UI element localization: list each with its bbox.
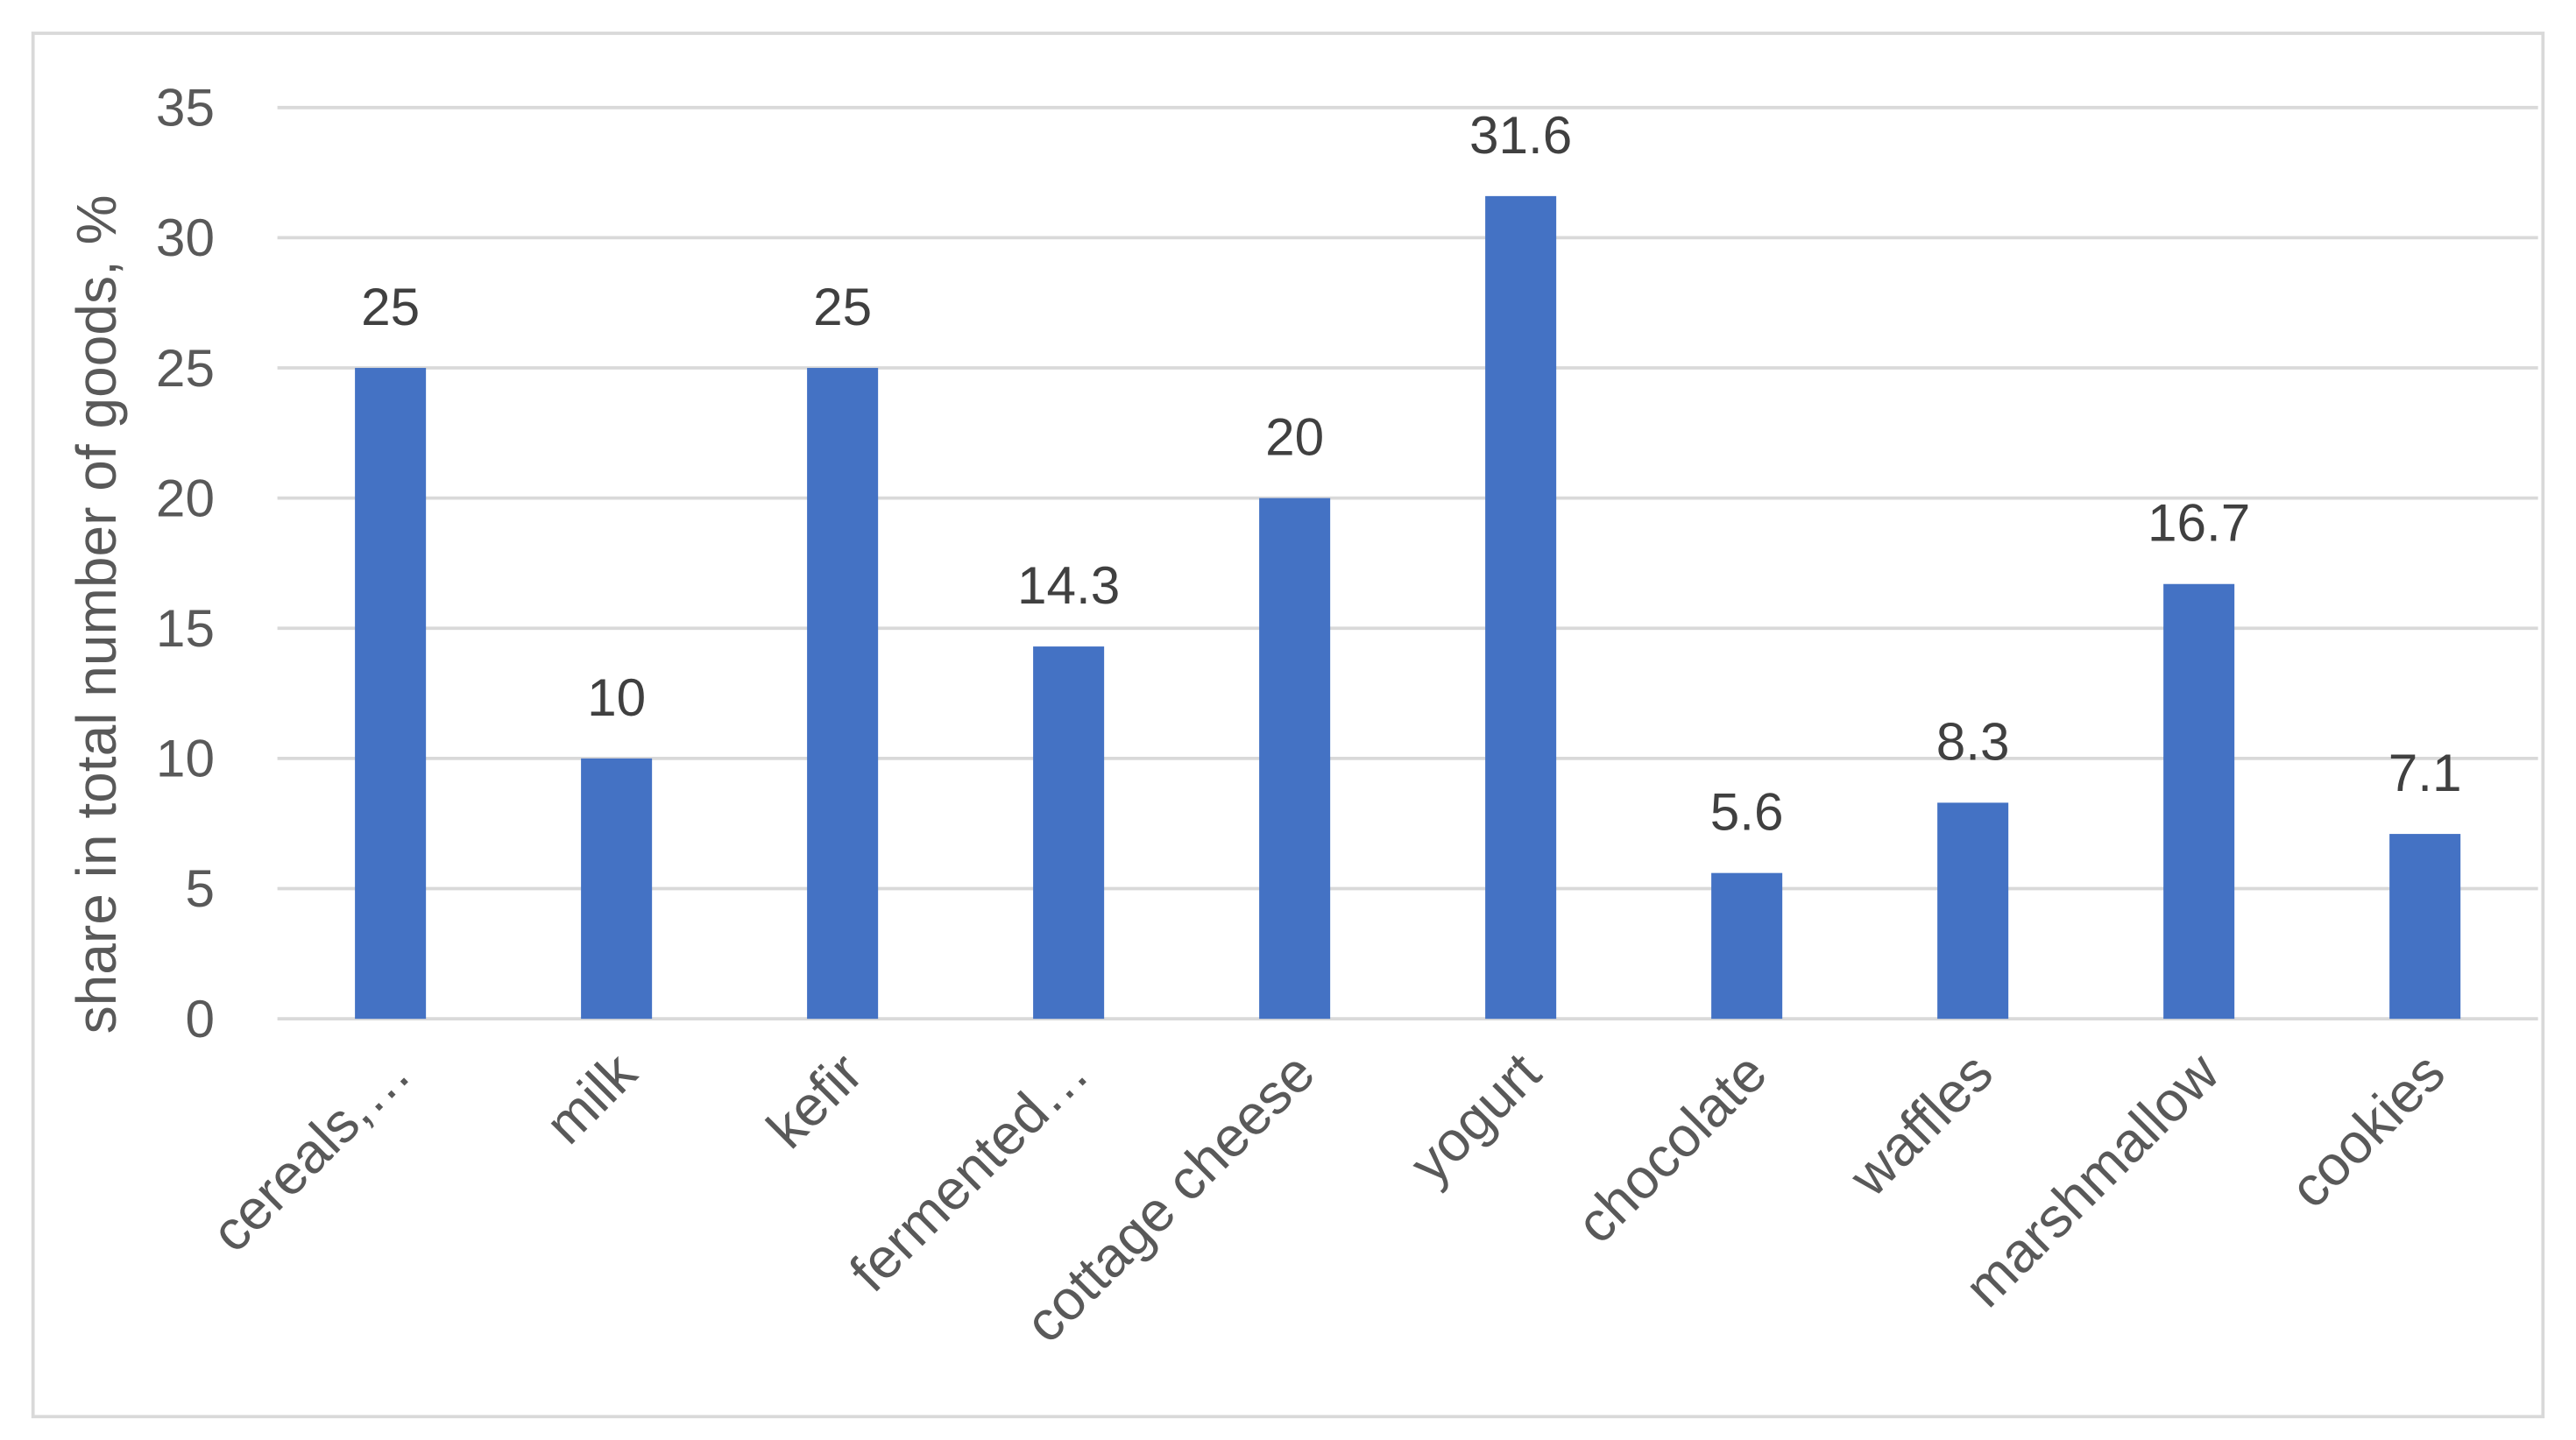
- bar: [2163, 583, 2235, 1020]
- data-label: 16.7: [2148, 493, 2250, 553]
- y-tick-label: 35: [156, 78, 215, 138]
- y-tick-label: 20: [156, 468, 215, 527]
- bar: [2389, 834, 2461, 1020]
- data-label: 7.1: [2388, 743, 2462, 802]
- y-tick-label: 30: [156, 208, 215, 267]
- y-tick-label: 15: [156, 598, 215, 658]
- bar: [1711, 872, 1783, 1020]
- bar: [807, 368, 879, 1020]
- y-tick-label: 10: [156, 729, 215, 788]
- data-label: 25: [361, 277, 420, 336]
- data-label: 14.3: [1017, 555, 1120, 615]
- bar: [1937, 802, 2009, 1020]
- y-tick-label: 0: [185, 989, 215, 1048]
- bar: [1485, 195, 1557, 1020]
- data-label: 20: [1265, 407, 1324, 467]
- bar: [355, 368, 427, 1020]
- bar: [581, 758, 653, 1020]
- data-label: 31.6: [1469, 105, 1572, 165]
- data-label: 8.3: [1936, 711, 2010, 771]
- y-tick-label: 5: [185, 858, 215, 918]
- y-tick-label: 25: [156, 338, 215, 398]
- bar: [1033, 646, 1105, 1020]
- data-label: 5.6: [1710, 782, 1784, 842]
- y-axis-title: share in total number of goods, %: [65, 194, 128, 1034]
- data-label: 25: [813, 277, 872, 336]
- bar: [1259, 498, 1331, 1020]
- data-label: 10: [587, 667, 646, 727]
